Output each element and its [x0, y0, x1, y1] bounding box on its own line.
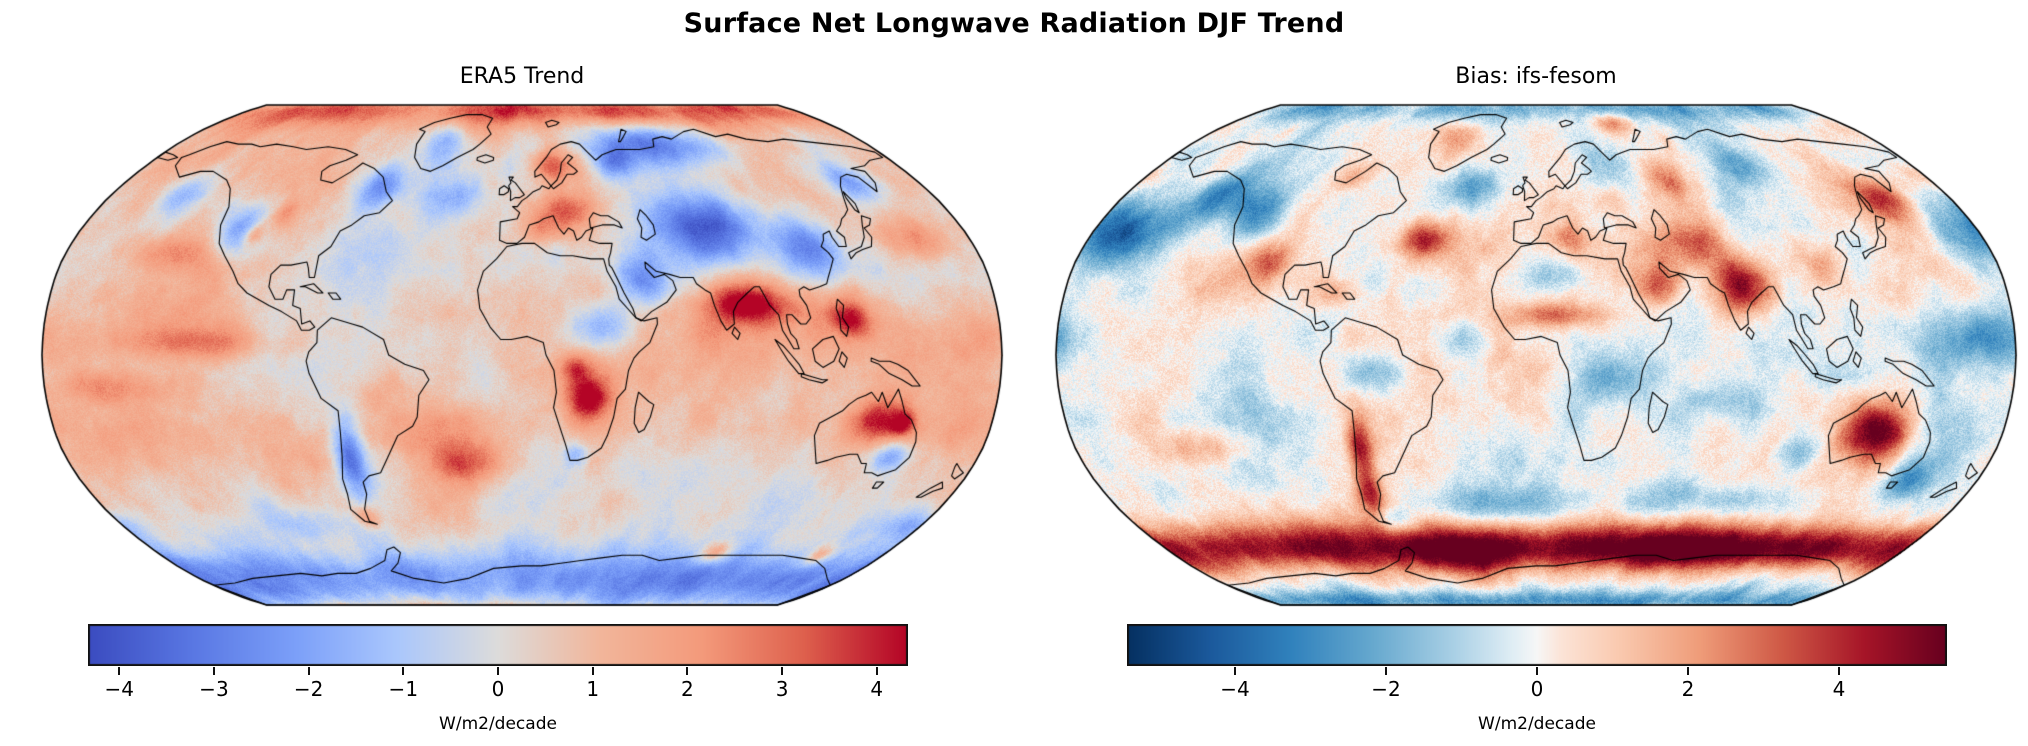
colorbar-tick-label: −1 — [388, 677, 419, 701]
era5-colorbar: −4 −3 −2 −1 0 1 2 3 4 W/m2/decade — [88, 624, 908, 746]
colorbar-tick-label: 2 — [681, 677, 694, 701]
colorbar-tick-mark — [497, 667, 499, 675]
colorbar-tick-label: −4 — [1220, 677, 1250, 701]
colorbar-tick-label: −4 — [104, 677, 134, 701]
era5-colorbar-gradient — [88, 624, 908, 666]
colorbar-tick-mark — [686, 667, 689, 675]
colorbar-tick-label: 0 — [491, 677, 505, 701]
colorbar-tick-mark — [1536, 667, 1538, 675]
colorbar-tick-mark — [1838, 667, 1841, 675]
era5-colorbar-ticks: −4 −3 −2 −1 0 1 2 3 4 — [88, 667, 908, 711]
colorbar-tick-mark — [118, 667, 121, 675]
era5-colorbar-label: W/m2/decade — [439, 714, 557, 734]
bias-ifs-fesom-map — [1053, 100, 2019, 612]
panel-title-era5: ERA5 Trend — [459, 64, 585, 89]
figure-title: Surface Net Longwave Radiation DJF Trend — [683, 8, 1345, 39]
colorbar-tick-mark — [1233, 667, 1236, 675]
colorbar-tick-label: 3 — [775, 677, 789, 701]
bias-colorbar-gradient — [1127, 624, 1947, 666]
colorbar-tick-label: −2 — [1371, 677, 1401, 701]
colorbar-tick-mark — [1384, 667, 1387, 675]
colorbar-tick-label: 2 — [1681, 677, 1695, 701]
colorbar-tick-label: 4 — [1832, 677, 1846, 701]
colorbar-tick-label: 0 — [1530, 677, 1544, 701]
colorbar-tick-label: −3 — [199, 677, 229, 701]
colorbar-tick-mark — [875, 667, 878, 675]
colorbar-tick-label: 4 — [870, 677, 884, 701]
bias-colorbar: −4 −2 0 2 4 W/m2/decade — [1127, 624, 1947, 746]
colorbar-tick-mark — [591, 667, 594, 675]
colorbar-tick-mark — [402, 667, 405, 675]
colorbar-tick-mark — [1687, 667, 1689, 675]
colorbar-tick-label: −2 — [293, 677, 324, 701]
bias-colorbar-label: W/m2/decade — [1478, 714, 1596, 734]
colorbar-tick-label: 1 — [586, 677, 600, 701]
panel-title-bias: Bias: ifs-fesom — [1455, 64, 1617, 89]
era5-trend-map — [39, 100, 1005, 612]
colorbar-tick-mark — [781, 667, 784, 675]
colorbar-tick-mark — [307, 667, 310, 675]
colorbar-tick-mark — [212, 667, 215, 675]
bias-colorbar-ticks: −4 −2 0 2 4 — [1127, 667, 1947, 711]
